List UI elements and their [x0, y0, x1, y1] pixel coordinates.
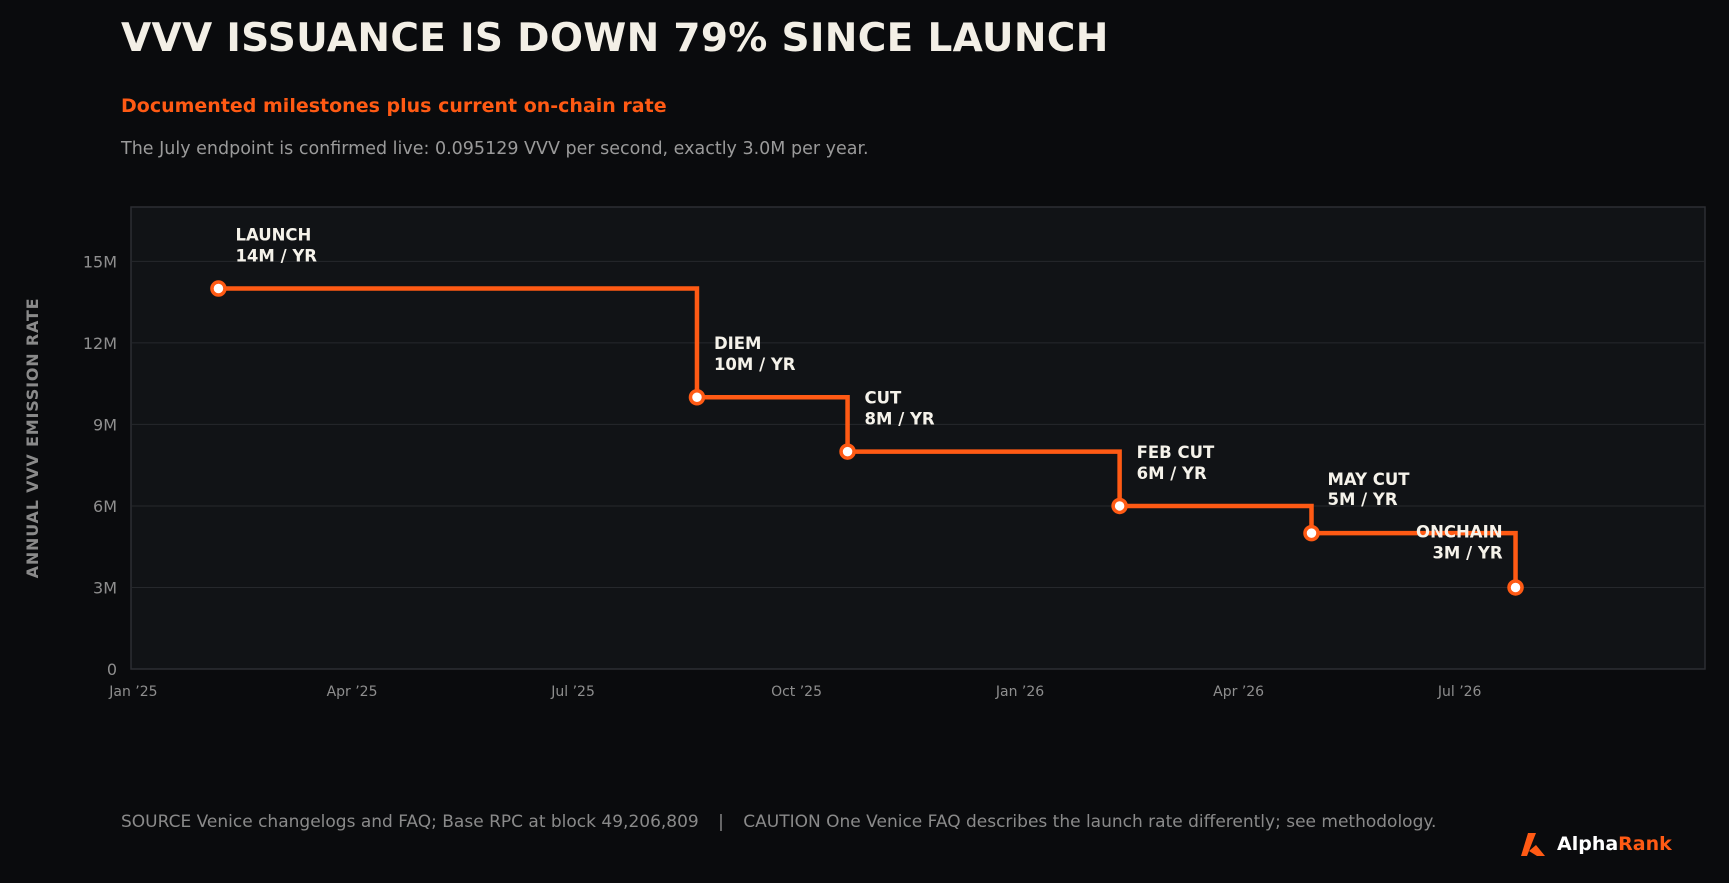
- milestone-value-label: 8M / YR: [865, 410, 935, 429]
- milestone-marker: [1111, 497, 1128, 515]
- y-tick-label: 3M: [93, 578, 117, 597]
- emission-step-line: [218, 286, 1518, 588]
- chart-description: The July endpoint is confirmed live: 0.0…: [121, 139, 869, 159]
- brand-logo: Alpha Rank: [1519, 831, 1672, 857]
- milestone-value-label: 5M / YR: [1328, 490, 1398, 509]
- caution-label: CAUTION: [743, 812, 821, 832]
- source-label: SOURCE: [121, 812, 192, 832]
- caution-text: One Venice FAQ describes the launch rate…: [826, 812, 1437, 832]
- x-tick-label: Oct ’25: [771, 684, 822, 700]
- source-text: Venice changelogs and FAQ; Base RPC at b…: [196, 812, 699, 832]
- footer-separator: |: [718, 812, 724, 832]
- y-tick-label: 0: [107, 660, 117, 679]
- chart-subtitle: Documented milestones plus current on-ch…: [121, 95, 667, 117]
- milestone-value-label: 6M / YR: [1137, 464, 1207, 483]
- brand-word-rank: Rank: [1618, 833, 1672, 855]
- milestone-label: ONCHAIN: [1416, 522, 1502, 541]
- milestone-value-label: 10M / YR: [714, 355, 796, 374]
- alpharank-logo-icon: [1521, 833, 1545, 856]
- milestone-value-label: 14M / YR: [235, 247, 317, 266]
- milestone-marker: [839, 443, 856, 460]
- milestone-marker: [210, 280, 227, 297]
- plot-area: [130, 206, 1706, 670]
- milestone-marker: [1303, 524, 1320, 542]
- milestone-label: CUT: [865, 389, 903, 408]
- chart-title: VVV ISSUANCE IS DOWN 79% SINCE LAUNCH: [121, 16, 1109, 61]
- x-tick-label: Jul ’25: [550, 684, 595, 700]
- x-tick-label: Jul ’26: [1437, 684, 1482, 700]
- footer-note: SOURCE Venice changelogs and FAQ; Base R…: [121, 812, 1436, 832]
- milestone-marker: [1507, 579, 1524, 596]
- milestone-label: FEB CUT: [1137, 443, 1215, 462]
- x-tick-label: Apr ’25: [327, 684, 378, 700]
- milestone-value-label: 3M / YR: [1432, 543, 1502, 562]
- y-axis-label: ANNUAL VVV EMISSION RATE: [23, 298, 42, 579]
- x-tick-label: Apr ’26: [1213, 684, 1264, 700]
- y-tick-label: 9M: [93, 415, 117, 434]
- y-tick-label: 15M: [83, 252, 117, 271]
- brand-word-alpha: Alpha: [1557, 833, 1619, 855]
- x-tick-label: Jan ’25: [108, 684, 157, 700]
- y-tick-label: 6M: [93, 497, 117, 516]
- x-tick-label: Jan ’26: [995, 684, 1044, 700]
- milestone-label: LAUNCH: [235, 226, 311, 245]
- milestone-marker: [688, 388, 706, 406]
- milestone-label: DIEM: [714, 334, 762, 353]
- milestone-label: MAY CUT: [1328, 470, 1411, 489]
- y-tick-label: 12M: [83, 334, 117, 353]
